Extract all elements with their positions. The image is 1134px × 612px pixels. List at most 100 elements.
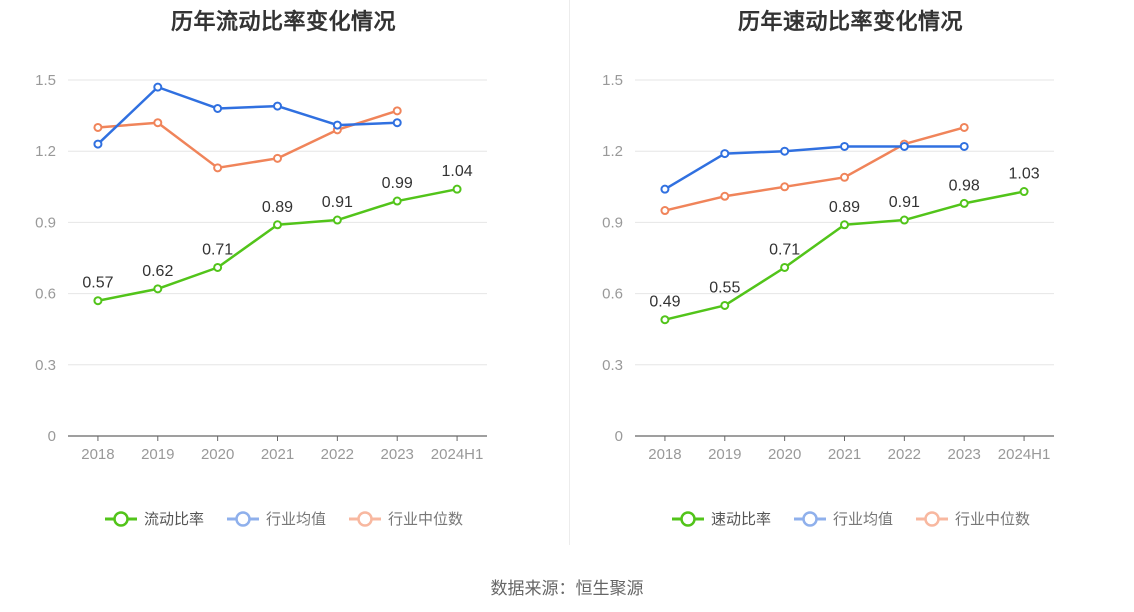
legend-label: 行业中位数: [388, 511, 464, 528]
legend-label: 行业中位数: [955, 511, 1031, 528]
legend-item-current-ratio[interactable]: 流动比率: [104, 508, 204, 529]
data-label: 0.99: [382, 175, 413, 192]
quick-ratio-chart-panel: 历年速动比率变化情况 0 0.3 0.6 0.9 1.2 1.5 2018 2019 2020 2…: [567, 0, 1134, 560]
data-point-average[interactable]: [93, 139, 103, 149]
data-point-average[interactable]: [153, 82, 163, 92]
data-point-main[interactable]: [392, 196, 402, 206]
data-point-main[interactable]: [452, 184, 462, 194]
current-ratio-chart: 0 0.3 0.6 0.9 1.2 1.5 2018 2019 2020 2021 2022 2023…: [35, 72, 487, 463]
data-point-average[interactable]: [899, 141, 909, 151]
data-point-average[interactable]: [273, 101, 282, 111]
data-point-median[interactable]: [213, 163, 223, 173]
data-point-median[interactable]: [840, 172, 849, 182]
data-point-main[interactable]: [93, 296, 103, 306]
x-tick-label: 2024H1: [998, 446, 1051, 463]
current-ratio-chart-panel: 历年流动比率变化情况 0 0.3 0.6 0.9 1.2 1.5 2018 2019 2020 2…: [0, 0, 567, 560]
data-point-median[interactable]: [780, 182, 790, 192]
y-tick-label: 1.2: [602, 143, 623, 160]
data-point-main[interactable]: [840, 220, 849, 230]
data-point-median[interactable]: [93, 122, 103, 132]
x-tick-label: 2020: [201, 446, 234, 463]
data-point-median[interactable]: [273, 153, 282, 163]
data-point-average[interactable]: [720, 149, 730, 159]
chart-legend: 流动比率 行业均值 行业中位数: [0, 508, 567, 529]
data-point-median[interactable]: [720, 191, 730, 201]
legend-item-industry-median[interactable]: 行业中位数: [915, 508, 1030, 529]
data-label: 1.04: [442, 163, 473, 180]
x-tick-label: 2024H1: [431, 446, 484, 463]
data-point-main[interactable]: [273, 220, 282, 230]
panel-divider: [569, 0, 570, 545]
legend-marker-icon: [671, 510, 705, 528]
data-label: 0.89: [829, 199, 860, 216]
x-tick-label: 2019: [708, 446, 741, 463]
data-point-main[interactable]: [660, 315, 670, 325]
data-point-average[interactable]: [660, 184, 670, 194]
data-point-main[interactable]: [153, 284, 163, 294]
series-line-median: [97, 109, 398, 170]
legend-label: 速动比率: [710, 511, 771, 528]
series-line-average: [97, 85, 398, 145]
legend-marker-icon: [915, 510, 949, 528]
series-line-median: [664, 126, 965, 212]
data-point-average[interactable]: [959, 141, 969, 151]
data-point-average[interactable]: [392, 118, 402, 128]
data-point-main[interactable]: [959, 198, 969, 208]
data-label: 0.55: [709, 279, 740, 296]
data-point-average[interactable]: [213, 103, 223, 113]
y-tick-label: 0.3: [35, 357, 56, 374]
x-tick-label: 2021: [828, 446, 861, 463]
chart-legend: 速动比率 行业均值 行业中位数: [567, 508, 1134, 529]
legend-marker-icon: [226, 510, 260, 528]
data-point-median[interactable]: [153, 118, 163, 128]
chart-title: 历年速动比率变化情况: [737, 9, 963, 34]
chart-title: 历年流动比率变化情况: [170, 9, 396, 34]
data-point-average[interactable]: [840, 141, 849, 151]
y-tick-label: 0: [615, 428, 623, 445]
y-tick-label: 1.5: [602, 72, 623, 89]
data-point-main[interactable]: [1019, 187, 1029, 197]
data-point-main[interactable]: [899, 215, 909, 225]
legend-marker-icon: [104, 510, 138, 528]
data-source-note: 数据来源：恒生聚源: [490, 579, 644, 598]
x-tick-label: 2018: [648, 446, 681, 463]
data-point-main[interactable]: [720, 300, 730, 310]
x-tick-label: 2023: [948, 446, 981, 463]
data-point-main[interactable]: [213, 262, 223, 272]
y-tick-label: 0.6: [602, 286, 623, 303]
x-tick-label: 2020: [768, 446, 801, 463]
data-point-main[interactable]: [780, 262, 790, 272]
data-label: 1.03: [1009, 166, 1040, 183]
x-tick-label: 2021: [261, 446, 294, 463]
legend-label: 行业均值: [265, 511, 326, 528]
legend-item-industry-average[interactable]: 行业均值: [226, 508, 326, 529]
data-label: 0.57: [82, 275, 113, 292]
legend-item-industry-average[interactable]: 行业均值: [793, 508, 893, 529]
data-label: 0.91: [322, 194, 353, 211]
y-tick-label: 0.3: [602, 357, 623, 374]
data-label: 0.62: [142, 263, 173, 280]
y-tick-label: 0.9: [35, 214, 56, 231]
legend-item-quick-ratio[interactable]: 速动比率: [671, 508, 771, 529]
x-tick-label: 2018: [81, 446, 114, 463]
legend-item-industry-median[interactable]: 行业中位数: [348, 508, 463, 529]
y-tick-label: 1.2: [35, 143, 56, 160]
data-point-average[interactable]: [332, 120, 342, 130]
data-point-median[interactable]: [392, 106, 402, 116]
y-tick-label: 0: [48, 428, 56, 445]
data-label: 0.71: [202, 241, 233, 258]
data-label: 0.89: [262, 199, 293, 216]
data-point-median[interactable]: [959, 122, 969, 132]
legend-marker-icon: [348, 510, 382, 528]
x-tick-label: 2022: [321, 446, 354, 463]
legend-label: 行业均值: [832, 511, 893, 528]
data-point-main[interactable]: [332, 215, 342, 225]
legend-label: 流动比率: [143, 511, 204, 528]
data-point-average[interactable]: [780, 146, 790, 156]
x-tick-label: 2019: [141, 446, 174, 463]
data-point-median[interactable]: [660, 206, 670, 216]
y-tick-label: 0.6: [35, 286, 56, 303]
legend-marker-icon: [793, 510, 827, 528]
data-label: 0.98: [949, 177, 980, 194]
y-tick-label: 1.5: [35, 72, 56, 89]
